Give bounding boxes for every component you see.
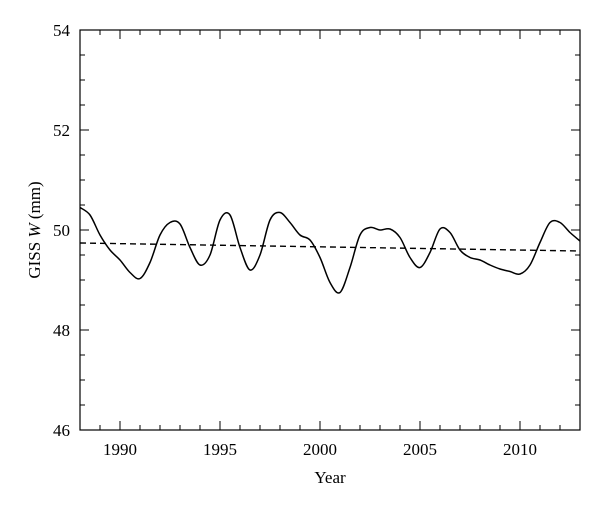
y-tick-label: 48 [53,321,70,340]
x-tick-label: 2010 [503,440,537,459]
x-tick-label: 2000 [303,440,337,459]
y-tick-label: 52 [53,121,70,140]
x-axis-label: Year [314,468,346,487]
axis-ticks [79,29,581,431]
y-axis-label-prefix: GISS [25,238,44,279]
y-tick-label: 54 [53,21,71,40]
y-axis-label: GISS W (mm) [25,181,44,278]
y-tick-label: 46 [53,421,70,440]
y-tick-label: 50 [53,221,70,240]
plot-frame [79,29,581,431]
x-tick-label: 2005 [403,440,437,459]
x-tick-label: 1995 [203,440,237,459]
y-axis-label-unit: (mm) [25,181,44,223]
tick-labels: 1990 1995 2000 2005 2010 46 48 50 52 54 [53,21,537,459]
data-series-line [79,206,581,294]
y-axis-label-variable: W [25,222,44,238]
series-group [79,206,581,294]
x-tick-label: 1990 [103,440,137,459]
trend-line [79,242,581,252]
